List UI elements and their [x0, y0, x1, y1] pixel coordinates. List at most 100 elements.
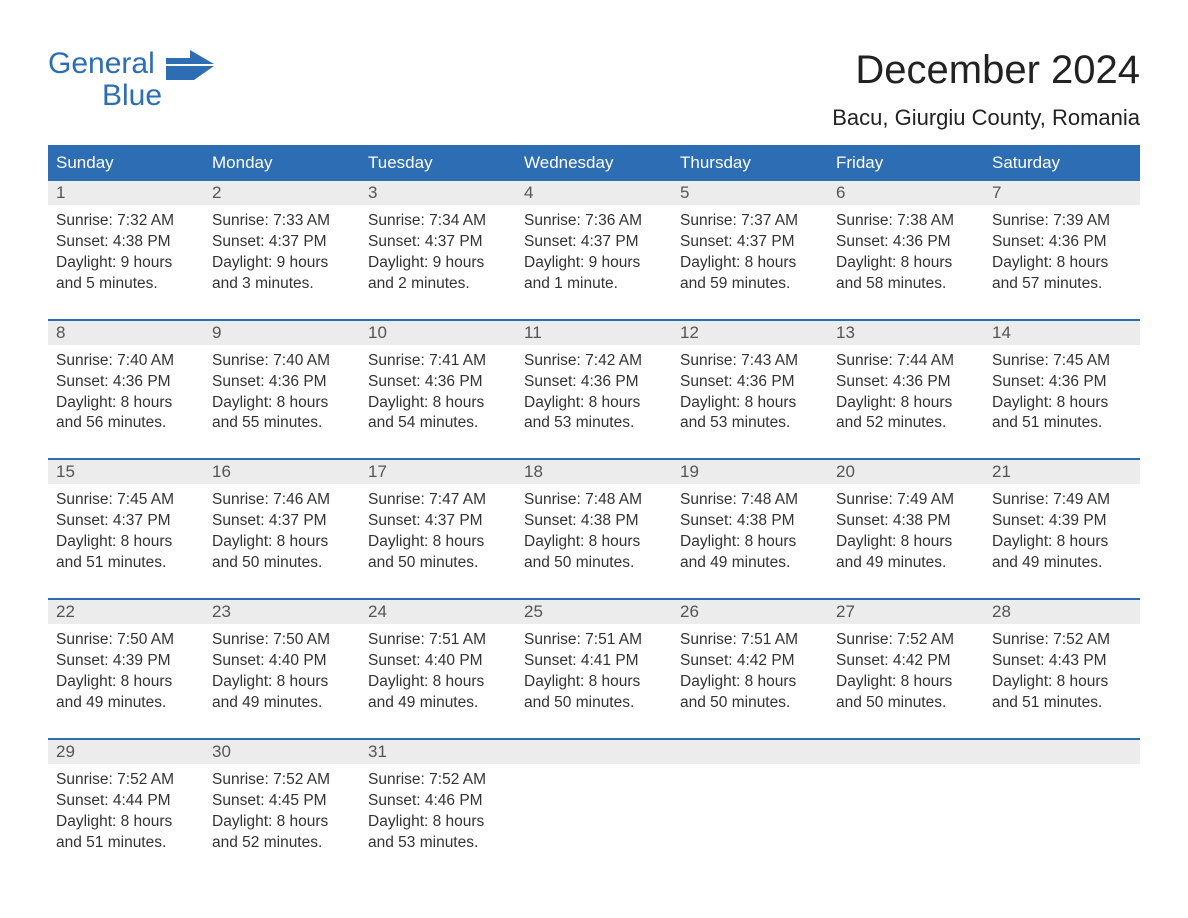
- daylight-line1: Daylight: 8 hours: [836, 393, 978, 414]
- daylight-line1: Daylight: 8 hours: [992, 672, 1134, 693]
- day-number: 8: [48, 321, 204, 345]
- week-row: 15161718192021Sunrise: 7:45 AMSunset: 4:…: [48, 458, 1140, 598]
- daylight-line2: and 54 minutes.: [368, 413, 510, 434]
- daylight-line1: Daylight: 8 hours: [368, 812, 510, 833]
- daylight-line1: Daylight: 8 hours: [680, 253, 822, 274]
- sunset-text: Sunset: 4:36 PM: [836, 372, 978, 393]
- sunset-text: Sunset: 4:36 PM: [524, 372, 666, 393]
- day-number: 13: [828, 321, 984, 345]
- daylight-line2: and 49 minutes.: [212, 693, 354, 714]
- title-block: December 2024 Bacu, Giurgiu County, Roma…: [832, 48, 1140, 131]
- day-cell: Sunrise: 7:39 AMSunset: 4:36 PMDaylight:…: [984, 205, 1140, 319]
- daylight-line1: Daylight: 8 hours: [992, 393, 1134, 414]
- sunrise-text: Sunrise: 7:34 AM: [368, 211, 510, 232]
- daylight-line1: Daylight: 8 hours: [368, 393, 510, 414]
- week-row: 891011121314Sunrise: 7:40 AMSunset: 4:36…: [48, 319, 1140, 459]
- day-cell: Sunrise: 7:51 AMSunset: 4:42 PMDaylight:…: [672, 624, 828, 738]
- day-cell: Sunrise: 7:40 AMSunset: 4:36 PMDaylight:…: [204, 345, 360, 459]
- day-number: 29: [48, 740, 204, 764]
- day-number: 18: [516, 460, 672, 484]
- daylight-line2: and 56 minutes.: [56, 413, 198, 434]
- sunset-text: Sunset: 4:45 PM: [212, 791, 354, 812]
- sunset-text: Sunset: 4:42 PM: [680, 651, 822, 672]
- daylight-line2: and 57 minutes.: [992, 274, 1134, 295]
- sunrise-text: Sunrise: 7:32 AM: [56, 211, 198, 232]
- daylight-line2: and 59 minutes.: [680, 274, 822, 295]
- day-number: 28: [984, 600, 1140, 624]
- sunset-text: Sunset: 4:36 PM: [368, 372, 510, 393]
- day-cell: Sunrise: 7:51 AMSunset: 4:40 PMDaylight:…: [360, 624, 516, 738]
- sunrise-text: Sunrise: 7:40 AM: [212, 351, 354, 372]
- day-number: 17: [360, 460, 516, 484]
- sunset-text: Sunset: 4:37 PM: [212, 232, 354, 253]
- daylight-line2: and 49 minutes.: [56, 693, 198, 714]
- day-number: 24: [360, 600, 516, 624]
- daylight-line2: and 51 minutes.: [992, 693, 1134, 714]
- sunrise-text: Sunrise: 7:50 AM: [56, 630, 198, 651]
- daylight-line1: Daylight: 9 hours: [524, 253, 666, 274]
- week-row: 293031Sunrise: 7:52 AMSunset: 4:44 PMDay…: [48, 738, 1140, 878]
- day-number: 19: [672, 460, 828, 484]
- sunrise-text: Sunrise: 7:52 AM: [368, 770, 510, 791]
- daylight-line2: and 50 minutes.: [680, 693, 822, 714]
- day-header: Wednesday: [516, 147, 672, 179]
- daylight-line1: Daylight: 8 hours: [56, 393, 198, 414]
- week-row: 1234567Sunrise: 7:32 AMSunset: 4:38 PMDa…: [48, 179, 1140, 319]
- sunset-text: Sunset: 4:42 PM: [836, 651, 978, 672]
- day-cell: Sunrise: 7:43 AMSunset: 4:36 PMDaylight:…: [672, 345, 828, 459]
- daylight-line2: and 52 minutes.: [212, 833, 354, 854]
- sunrise-text: Sunrise: 7:40 AM: [56, 351, 198, 372]
- week-row: 22232425262728Sunrise: 7:50 AMSunset: 4:…: [48, 598, 1140, 738]
- daylight-line2: and 5 minutes.: [56, 274, 198, 295]
- day-cell: Sunrise: 7:32 AMSunset: 4:38 PMDaylight:…: [48, 205, 204, 319]
- daylight-line1: Daylight: 8 hours: [524, 672, 666, 693]
- day-number-row: 891011121314: [48, 321, 1140, 345]
- day-number: [984, 740, 1140, 764]
- day-cell: Sunrise: 7:45 AMSunset: 4:36 PMDaylight:…: [984, 345, 1140, 459]
- daylight-line1: Daylight: 8 hours: [56, 672, 198, 693]
- day-cell: Sunrise: 7:46 AMSunset: 4:37 PMDaylight:…: [204, 484, 360, 598]
- sunrise-text: Sunrise: 7:51 AM: [368, 630, 510, 651]
- empty-cell: [984, 764, 1140, 878]
- daylight-line2: and 50 minutes.: [524, 693, 666, 714]
- sunrise-text: Sunrise: 7:52 AM: [212, 770, 354, 791]
- sunset-text: Sunset: 4:37 PM: [680, 232, 822, 253]
- sunset-text: Sunset: 4:38 PM: [836, 511, 978, 532]
- daylight-line2: and 55 minutes.: [212, 413, 354, 434]
- sunset-text: Sunset: 4:36 PM: [836, 232, 978, 253]
- logo-line2: Blue: [48, 80, 162, 112]
- logo-line1: General: [48, 47, 155, 80]
- sunrise-text: Sunrise: 7:38 AM: [836, 211, 978, 232]
- sunset-text: Sunset: 4:41 PM: [524, 651, 666, 672]
- day-cell: Sunrise: 7:42 AMSunset: 4:36 PMDaylight:…: [516, 345, 672, 459]
- day-header: Sunday: [48, 147, 204, 179]
- sunrise-text: Sunrise: 7:43 AM: [680, 351, 822, 372]
- day-cell: Sunrise: 7:50 AMSunset: 4:39 PMDaylight:…: [48, 624, 204, 738]
- day-number: 22: [48, 600, 204, 624]
- daylight-line1: Daylight: 9 hours: [212, 253, 354, 274]
- day-number: 25: [516, 600, 672, 624]
- day-number: 15: [48, 460, 204, 484]
- day-header: Monday: [204, 147, 360, 179]
- day-cell: Sunrise: 7:48 AMSunset: 4:38 PMDaylight:…: [672, 484, 828, 598]
- sunrise-text: Sunrise: 7:50 AM: [212, 630, 354, 651]
- empty-cell: [516, 764, 672, 878]
- day-cell: Sunrise: 7:52 AMSunset: 4:43 PMDaylight:…: [984, 624, 1140, 738]
- day-headers-row: SundayMondayTuesdayWednesdayThursdayFrid…: [48, 147, 1140, 179]
- daylight-line1: Daylight: 8 hours: [56, 812, 198, 833]
- day-number: 16: [204, 460, 360, 484]
- sunrise-text: Sunrise: 7:37 AM: [680, 211, 822, 232]
- daylight-line2: and 49 minutes.: [836, 553, 978, 574]
- day-number-row: 293031: [48, 740, 1140, 764]
- sunrise-text: Sunrise: 7:45 AM: [56, 490, 198, 511]
- day-cell: Sunrise: 7:44 AMSunset: 4:36 PMDaylight:…: [828, 345, 984, 459]
- day-number: 12: [672, 321, 828, 345]
- logo-text: General Blue: [48, 48, 162, 111]
- sunrise-text: Sunrise: 7:47 AM: [368, 490, 510, 511]
- daylight-line1: Daylight: 9 hours: [56, 253, 198, 274]
- sunrise-text: Sunrise: 7:48 AM: [680, 490, 822, 511]
- day-cell: Sunrise: 7:52 AMSunset: 4:42 PMDaylight:…: [828, 624, 984, 738]
- sunset-text: Sunset: 4:39 PM: [56, 651, 198, 672]
- day-cell: Sunrise: 7:45 AMSunset: 4:37 PMDaylight:…: [48, 484, 204, 598]
- sunrise-text: Sunrise: 7:46 AM: [212, 490, 354, 511]
